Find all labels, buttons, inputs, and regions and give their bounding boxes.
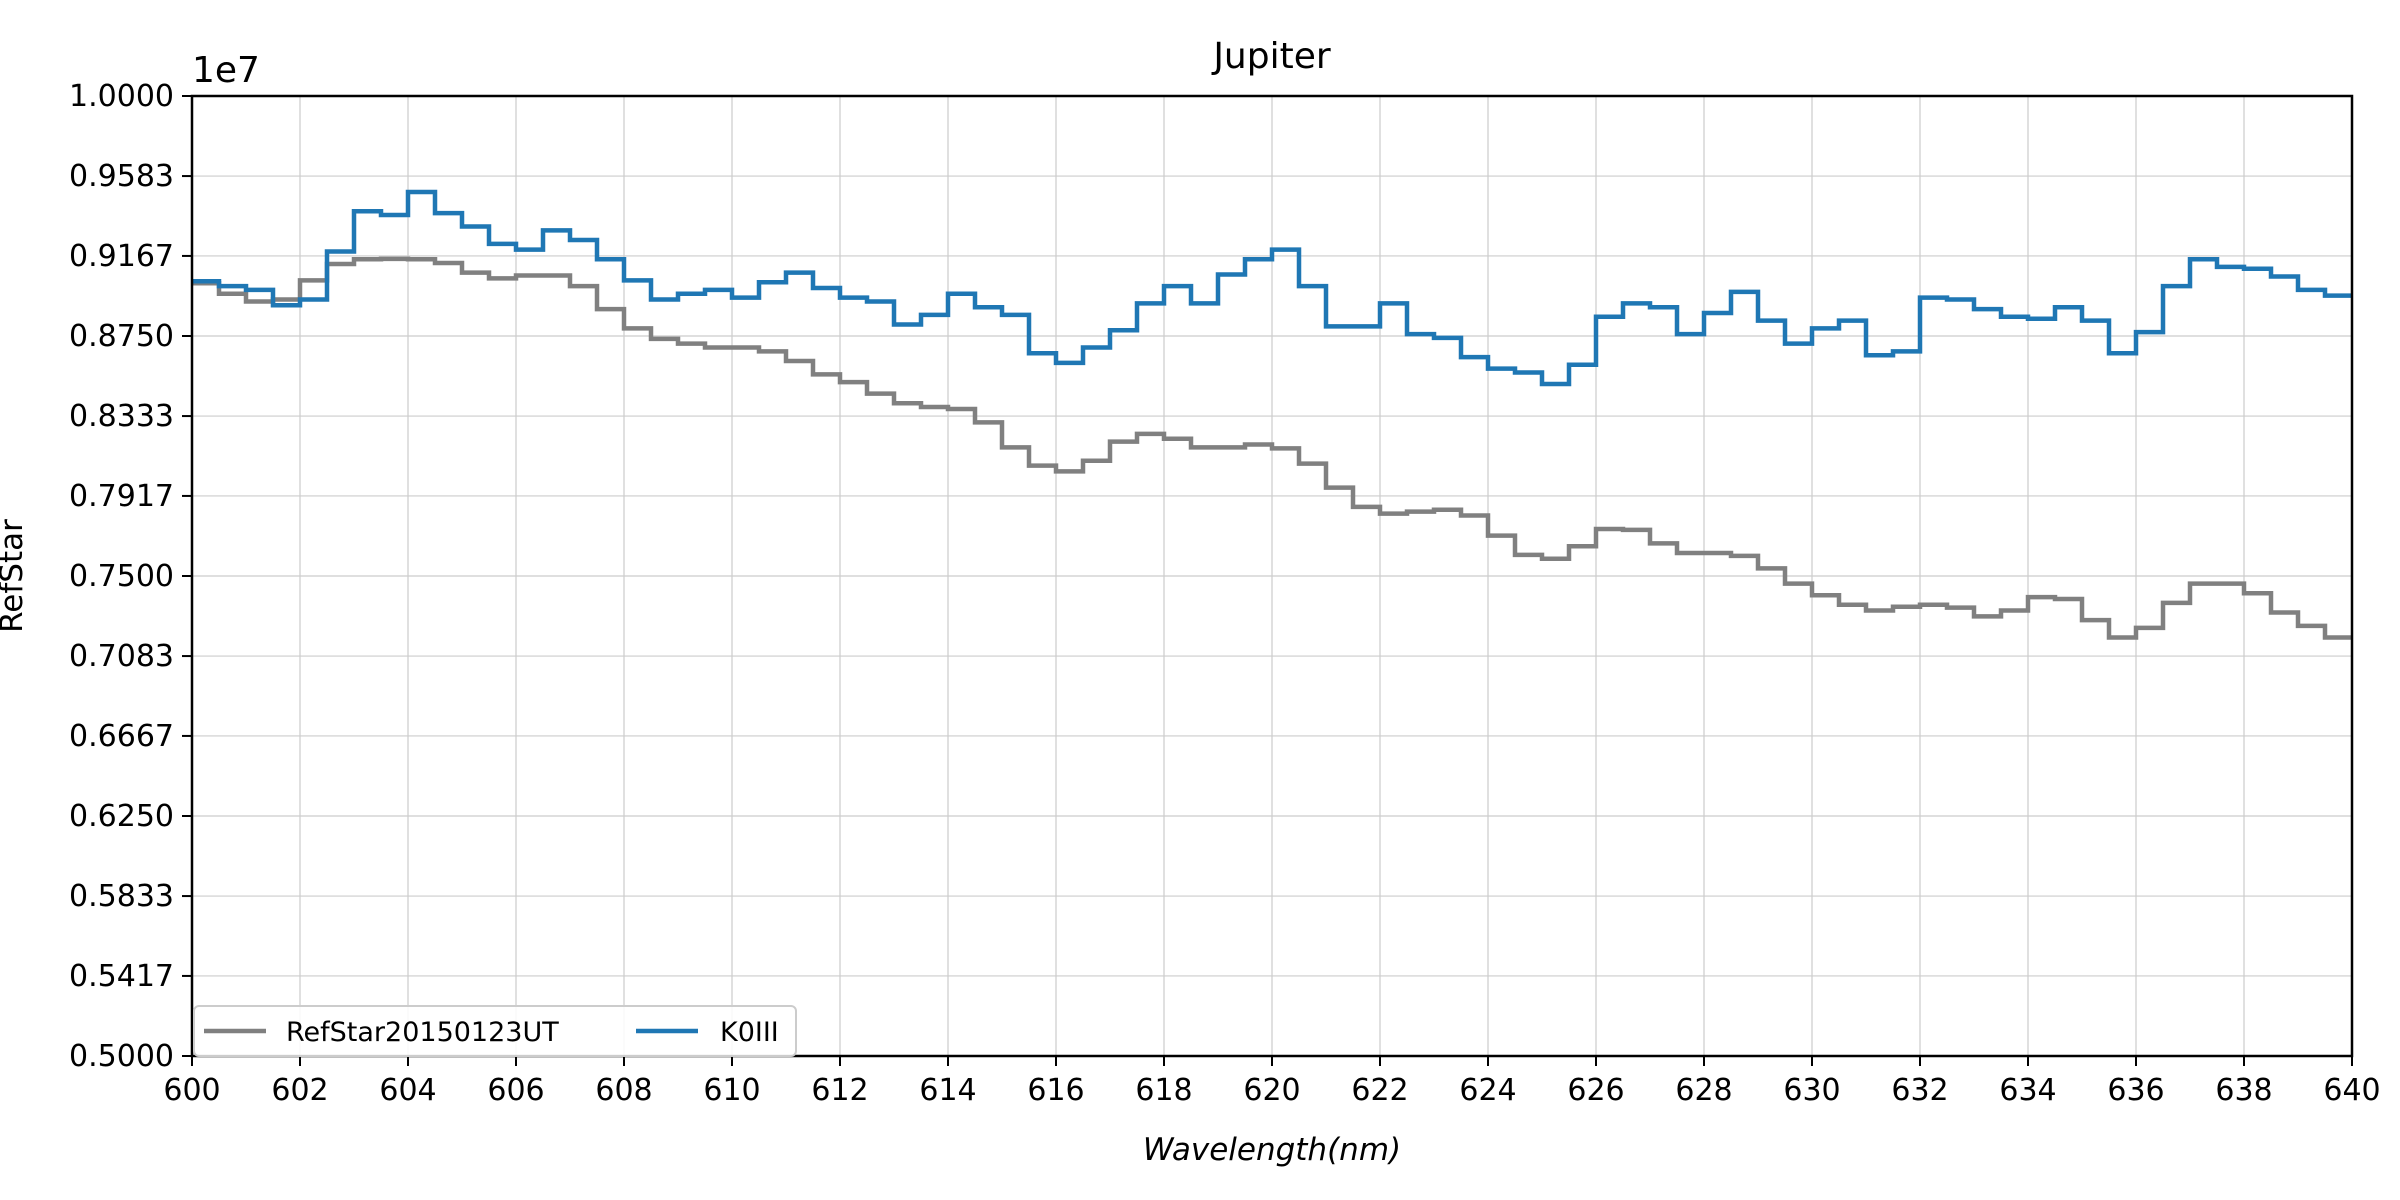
- x-tick-label: 618: [1135, 1073, 1192, 1108]
- x-tick-label: 602: [271, 1073, 328, 1108]
- legend-box: [193, 1005, 797, 1057]
- x-tick-label: 606: [487, 1073, 544, 1108]
- y-tick-label: 0.6667: [69, 719, 174, 754]
- series-line-refstar: [192, 256, 2352, 640]
- legend-label: K0III: [720, 1017, 779, 1048]
- y-tick-label: 0.6250: [69, 799, 174, 834]
- y-tick-label: 0.9583: [69, 159, 174, 194]
- x-tick-label: 622: [1351, 1073, 1408, 1108]
- x-tick-label: 608: [595, 1073, 652, 1108]
- legend: RefStar20150123UT K0III: [193, 1005, 797, 1057]
- x-tick-label: 638: [2215, 1073, 2272, 1108]
- x-tick-label: 616: [1027, 1073, 1084, 1108]
- y-tick-label: 0.7083: [69, 639, 174, 674]
- x-axis-label: Wavelength(nm): [1143, 1132, 1401, 1168]
- series-line-k0iii: [192, 189, 2352, 387]
- y-tick-label: 0.5417: [69, 959, 174, 994]
- y-offset-label: 1e7: [192, 50, 260, 91]
- series-layer: [192, 189, 2352, 640]
- chart-title: Jupiter: [1211, 36, 1331, 77]
- x-tick-label: 634: [1999, 1073, 2056, 1108]
- grid-lines: [191, 95, 2353, 1057]
- y-tick-label: 1.0000: [69, 79, 174, 114]
- x-tick-label: 640: [2323, 1073, 2380, 1108]
- y-tick-label: 0.5833: [69, 879, 174, 914]
- y-tick-label: 0.9167: [69, 239, 174, 274]
- y-axis-label: RefStar: [0, 519, 30, 633]
- x-tick-label: 628: [1675, 1073, 1732, 1108]
- y-tick-label: 0.7500: [69, 559, 174, 594]
- x-tick-label: 624: [1459, 1073, 1516, 1108]
- x-tick-label: 610: [703, 1073, 760, 1108]
- y-tick-label: 0.7917: [69, 479, 174, 514]
- x-tick-label: 630: [1783, 1073, 1840, 1108]
- y-tick-label: 0.5000: [69, 1039, 174, 1074]
- x-tick-label: 620: [1243, 1073, 1300, 1108]
- legend-label: RefStar20150123UT: [286, 1017, 559, 1048]
- y-tick-label: 0.8333: [69, 399, 174, 434]
- x-tick-label: 626: [1567, 1073, 1624, 1108]
- y-tick-label: 0.8750: [69, 319, 174, 354]
- axis-ticks: 600 602 604 606 608 610 612 614 616 618 620 622 624 6…: [69, 79, 2381, 1108]
- x-tick-label: 600: [163, 1073, 220, 1108]
- x-tick-label: 612: [811, 1073, 868, 1108]
- x-tick-label: 604: [379, 1073, 436, 1108]
- x-tick-label: 636: [2107, 1073, 2164, 1108]
- x-tick-label: 614: [919, 1073, 976, 1108]
- x-tick-label: 632: [1891, 1073, 1948, 1108]
